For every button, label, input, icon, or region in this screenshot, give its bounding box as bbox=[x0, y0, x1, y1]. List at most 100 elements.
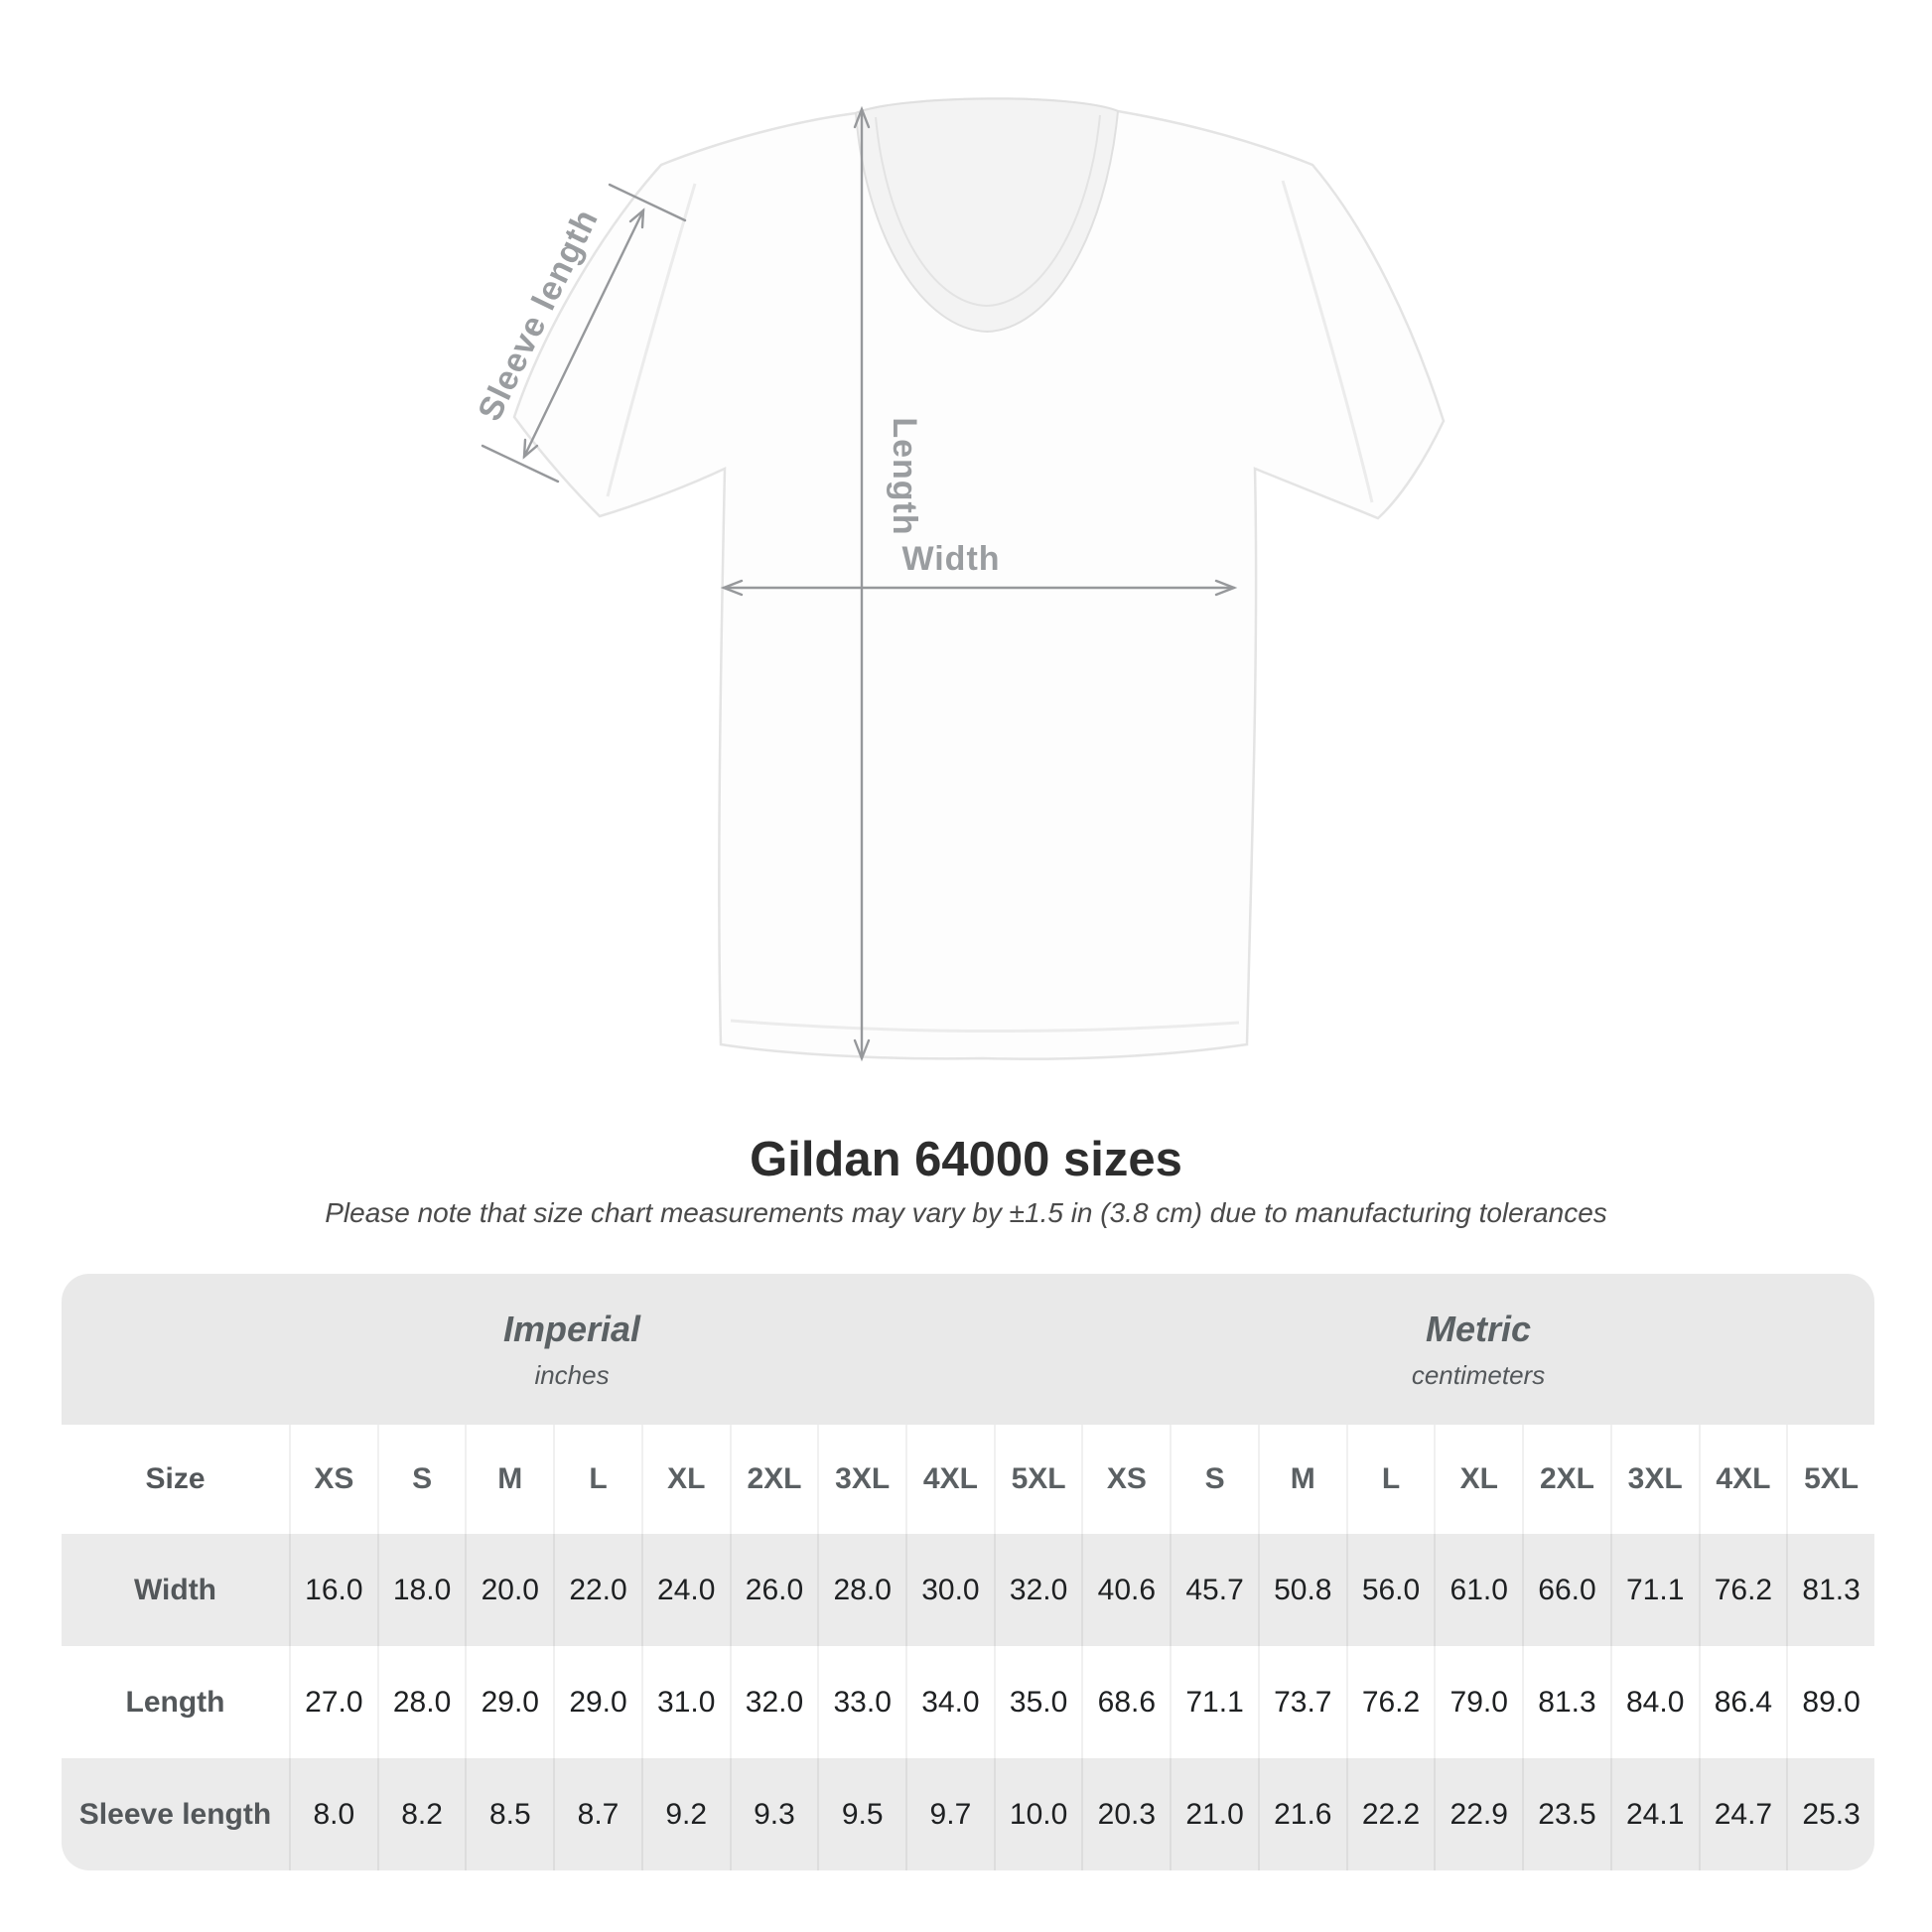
measurement-value: 81.3 bbox=[1522, 1646, 1610, 1758]
hem-stitch bbox=[730, 1019, 1240, 1034]
measurement-value: 20.3 bbox=[1081, 1758, 1170, 1870]
measurement-value: 9.7 bbox=[905, 1758, 994, 1870]
metric-header: Metric centimeters bbox=[1082, 1274, 1874, 1425]
tshirt-illustration bbox=[512, 97, 1446, 1060]
measurement-value: 40.6 bbox=[1081, 1534, 1170, 1646]
measurement-value: 29.0 bbox=[465, 1646, 553, 1758]
size-header-metric-5xl: 5XL bbox=[1786, 1425, 1874, 1534]
metric-title: Metric bbox=[1425, 1308, 1532, 1349]
left-sleeve-seam bbox=[606, 183, 697, 497]
size-header-row: Size XS S M L XL 2XL 3XL 4XL 5XL XS S M L XL 2XL 3XL 4XL… bbox=[62, 1425, 1874, 1534]
measurement-value: 76.2 bbox=[1345, 1646, 1435, 1758]
row-label: Sleeve length bbox=[78, 1797, 272, 1831]
metric-unit: centimeters bbox=[1411, 1359, 1546, 1390]
measurement-value: 33.0 bbox=[817, 1646, 905, 1758]
tshirt-body bbox=[512, 97, 1446, 1060]
measurement-rows: Width 16.0 18.0 20.0 22.0 24.0 26.0 28.0 30.0 32.… bbox=[62, 1534, 1874, 1870]
measurement-row-length: Length 27.0 28.0 29.0 29.0 31.0 32.0 33.0 34.0 35… bbox=[62, 1646, 1874, 1758]
measurement-value: 27.0 bbox=[289, 1646, 377, 1758]
measurement-value: 21.6 bbox=[1257, 1758, 1346, 1870]
tolerance-note: Please note that size chart measurements… bbox=[325, 1197, 1607, 1228]
measurement-value: 81.3 bbox=[1786, 1534, 1874, 1646]
measurement-value: 73.7 bbox=[1257, 1646, 1346, 1758]
measurement-value: 66.0 bbox=[1522, 1534, 1610, 1646]
size-header-metric-m: M bbox=[1257, 1425, 1346, 1534]
measurement-value: 9.2 bbox=[640, 1758, 730, 1870]
measurement-value: 8.7 bbox=[553, 1758, 641, 1870]
width-dimension-line: Width bbox=[720, 540, 1238, 597]
measurement-value: 22.2 bbox=[1345, 1758, 1435, 1870]
measurement-value: 8.5 bbox=[465, 1758, 553, 1870]
size-header-imperial-3xl: 3XL bbox=[817, 1425, 905, 1534]
measurement-value: 76.2 bbox=[1698, 1534, 1787, 1646]
measurement-row-width: Width 16.0 18.0 20.0 22.0 24.0 26.0 28.0 30.0 32.… bbox=[62, 1534, 1874, 1646]
right-sleeve-seam bbox=[1281, 180, 1374, 503]
imperial-unit: inches bbox=[534, 1359, 610, 1390]
measurement-value: 18.0 bbox=[376, 1534, 466, 1646]
measurement-value: 34.0 bbox=[905, 1646, 994, 1758]
measurement-value: 25.3 bbox=[1786, 1758, 1874, 1870]
size-column-header: Size bbox=[145, 1462, 206, 1495]
size-header-imperial-l: L bbox=[553, 1425, 641, 1534]
measurement-value: 68.6 bbox=[1081, 1646, 1170, 1758]
collar-band bbox=[875, 114, 1101, 308]
measurement-value: 20.0 bbox=[465, 1534, 553, 1646]
measurement-value: 61.0 bbox=[1434, 1534, 1522, 1646]
measurement-row-sleeve-length: Sleeve length 8.0 8.2 8.5 8.7 9.2 9.3 9.5 9.7 10.… bbox=[62, 1758, 1874, 1870]
measurement-value: 21.0 bbox=[1170, 1758, 1258, 1870]
imperial-title: Imperial bbox=[502, 1308, 641, 1349]
measurement-value: 24.0 bbox=[640, 1534, 730, 1646]
measurement-value: 56.0 bbox=[1345, 1534, 1435, 1646]
size-header-imperial-xs: XS bbox=[289, 1425, 377, 1534]
length-label: Length bbox=[886, 417, 923, 535]
width-label: Width bbox=[901, 540, 1000, 578]
measurement-value: 29.0 bbox=[553, 1646, 641, 1758]
measurement-value: 30.0 bbox=[905, 1534, 994, 1646]
measurement-value: 23.5 bbox=[1522, 1758, 1610, 1870]
measurement-value: 9.5 bbox=[817, 1758, 905, 1870]
size-header-imperial-5xl: 5XL bbox=[993, 1425, 1082, 1534]
size-header-metric-s: S bbox=[1170, 1425, 1258, 1534]
unit-header-band: Imperial inches Metric centimeters bbox=[62, 1274, 1874, 1425]
row-label: Width bbox=[133, 1573, 217, 1606]
measurement-value: 9.3 bbox=[729, 1758, 818, 1870]
measurement-value: 22.0 bbox=[553, 1534, 641, 1646]
measurement-value: 71.1 bbox=[1609, 1534, 1699, 1646]
page-title: Gildan 64000 sizes bbox=[750, 1133, 1182, 1186]
measurement-value: 8.2 bbox=[376, 1758, 466, 1870]
size-header-metric-xl: XL bbox=[1434, 1425, 1522, 1534]
size-header-imperial-4xl: 4XL bbox=[905, 1425, 994, 1534]
measurement-value: 22.9 bbox=[1434, 1758, 1522, 1870]
measurement-value: 89.0 bbox=[1786, 1646, 1874, 1758]
size-header-imperial-m: M bbox=[465, 1425, 553, 1534]
measurement-value: 10.0 bbox=[993, 1758, 1082, 1870]
size-header-metric-2xl: 2XL bbox=[1522, 1425, 1610, 1534]
measurement-value: 32.0 bbox=[993, 1534, 1082, 1646]
measurement-value: 24.7 bbox=[1698, 1758, 1787, 1870]
measurement-value: 32.0 bbox=[729, 1646, 818, 1758]
imperial-header: Imperial inches bbox=[62, 1274, 1082, 1425]
measurement-value: 45.7 bbox=[1170, 1534, 1258, 1646]
size-header-metric-4xl: 4XL bbox=[1698, 1425, 1787, 1534]
length-dimension-line: Length bbox=[853, 105, 923, 1062]
size-header-imperial-s: S bbox=[376, 1425, 466, 1534]
measurement-value: 28.0 bbox=[376, 1646, 466, 1758]
size-header-metric-l: L bbox=[1345, 1425, 1435, 1534]
neck-opening bbox=[854, 97, 1120, 334]
measurement-value: 71.1 bbox=[1170, 1646, 1258, 1758]
measurement-value: 16.0 bbox=[289, 1534, 377, 1646]
size-header-imperial-xl: XL bbox=[640, 1425, 730, 1534]
measurement-value: 24.1 bbox=[1609, 1758, 1699, 1870]
size-header-metric-3xl: 3XL bbox=[1609, 1425, 1699, 1534]
tshirt-measurement-diagram: Length Width Sleeve length bbox=[471, 97, 1446, 1062]
measurement-value: 84.0 bbox=[1609, 1646, 1699, 1758]
measurement-value: 31.0 bbox=[640, 1646, 730, 1758]
row-label: Length bbox=[125, 1685, 225, 1719]
measurement-value: 86.4 bbox=[1698, 1646, 1787, 1758]
measurement-value: 79.0 bbox=[1434, 1646, 1522, 1758]
measurement-value: 50.8 bbox=[1257, 1534, 1346, 1646]
measurement-value: 8.0 bbox=[289, 1758, 377, 1870]
size-table: Imperial inches Metric centimeters Size … bbox=[62, 1274, 1874, 1870]
measurement-value: 28.0 bbox=[817, 1534, 905, 1646]
